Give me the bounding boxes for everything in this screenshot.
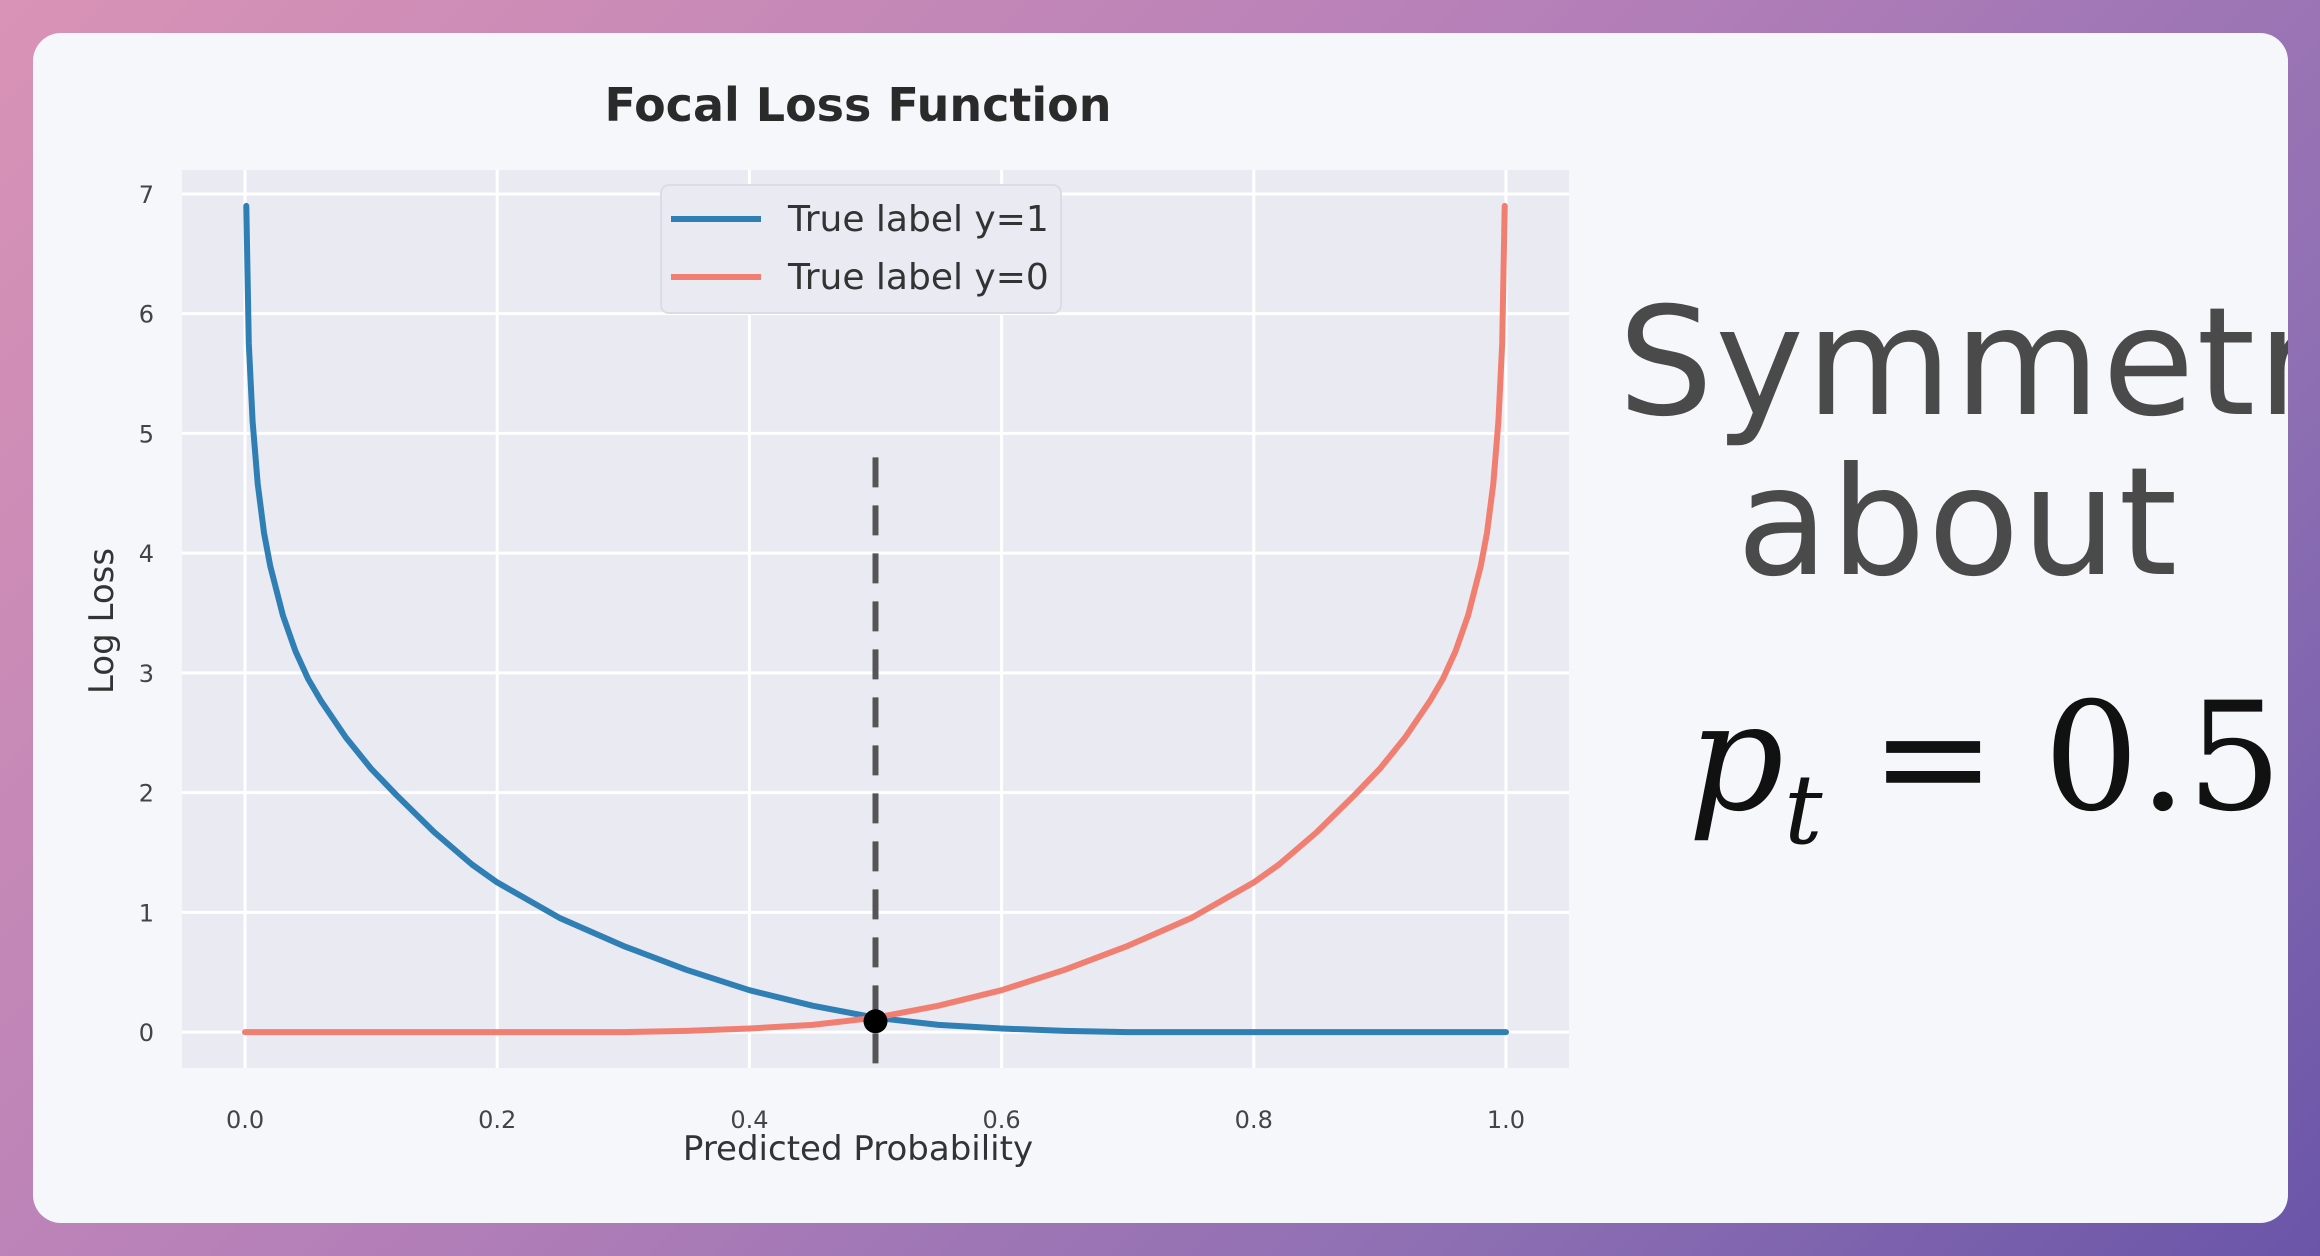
x-tick-label: 0.0 <box>226 1106 264 1134</box>
x-tick-label: 0.4 <box>730 1106 768 1134</box>
x-tick-labels: 0.0 0.2 0.4 0.6 0.8 1.0 <box>226 1106 1525 1134</box>
x-tick-label: 0.2 <box>478 1106 516 1134</box>
x-tick-label: 0.8 <box>1235 1106 1273 1134</box>
series-lines <box>242 202 1509 1036</box>
annotation-symmetric: Symmetric <box>1618 276 2288 450</box>
x-tick-label: 0.6 <box>983 1106 1021 1134</box>
y-tick-label: 5 <box>139 420 154 448</box>
formula-pt-equals-half: pt = 0.5 <box>1688 683 2288 858</box>
series-line-y1 <box>243 202 1509 1036</box>
y-tick-label: 7 <box>139 181 154 209</box>
series-line-y0 <box>242 202 1508 1036</box>
y-tick-label: 1 <box>139 899 154 927</box>
y-tick-labels: 0 1 2 3 4 5 6 7 <box>139 181 154 1047</box>
legend-label-y0: True label y=0 <box>787 257 1049 298</box>
y-tick-label: 2 <box>139 780 154 808</box>
annotation-about: about <box>1736 436 2180 610</box>
intersection-marker <box>863 1009 888 1034</box>
y-tick-label: 0 <box>139 1019 154 1047</box>
y-tick-label: 6 <box>139 301 154 329</box>
legend: True label y=1 True label y=0 <box>660 184 1062 314</box>
formula-subscript: t <box>1784 754 1823 866</box>
chart-title: Focal Loss Function <box>605 78 1112 132</box>
y-tick-label: 3 <box>139 660 154 688</box>
x-tick-label: 1.0 <box>1487 1106 1525 1134</box>
overlay-marks <box>863 457 888 1068</box>
legend-label-y1: True label y=1 <box>787 199 1049 240</box>
y-tick-label: 4 <box>139 540 154 568</box>
y-axis-label: Log Loss <box>82 548 122 694</box>
formula-variable: p <box>1688 671 1785 845</box>
formula-value: = 0.5 <box>1822 671 2283 845</box>
x-axis-label: Predicted Probability <box>683 1129 1033 1169</box>
